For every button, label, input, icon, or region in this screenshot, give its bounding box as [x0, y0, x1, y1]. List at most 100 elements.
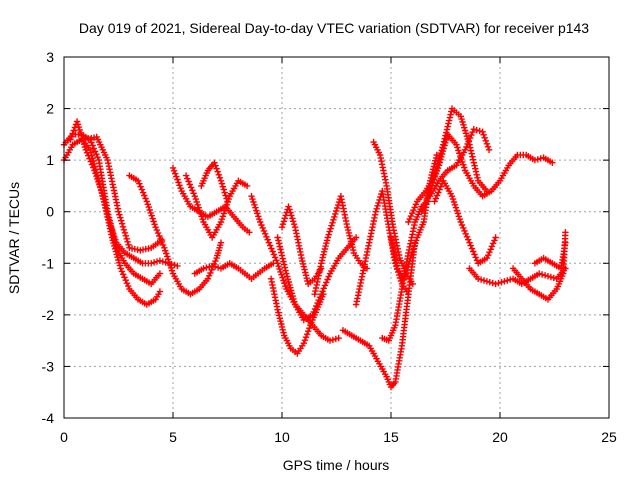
data-point-track-23-3: [459, 221, 462, 223]
data-point-track-2-10: [150, 283, 152, 285]
data-point-track-1-13: [176, 265, 179, 267]
data-point-track-10-10: [337, 337, 340, 339]
data-point-track-21-14: [542, 156, 545, 159]
data-point-track-24-9: [547, 275, 549, 277]
data-point-track-5-5: [172, 272, 174, 275]
y-tick-label-0: -4: [42, 410, 55, 426]
series-track-8: [191, 260, 277, 282]
data-point-track-23-0: [433, 200, 436, 203]
data-point-track-12-8: [346, 247, 349, 249]
data-point-track-25-2: [529, 288, 532, 290]
data-point-track-17-4: [398, 257, 401, 259]
data-point-track-21-7: [481, 195, 484, 198]
data-point-track-11-0: [270, 277, 272, 280]
data-point-track-20-5: [451, 107, 453, 110]
data-point-track-26-2: [551, 262, 554, 265]
axis-ticks: 0 5 10 15 20 25 -4 -3 -2 -1 0 1 2 3: [42, 49, 617, 445]
data-point-track-15-4: [377, 360, 379, 363]
data-point-track-13-3: [300, 257, 303, 259]
series-track-14: [311, 193, 371, 298]
data-point-track-26-0: [534, 262, 536, 265]
data-point-track-9-4: [226, 200, 229, 203]
data-point-track-9-1: [207, 169, 209, 172]
data-point-track-16-2: [368, 241, 371, 244]
data-point-track-7-0: [185, 174, 187, 177]
data-point-track-21-12: [525, 154, 527, 156]
data-point-track-8-0: [194, 272, 196, 275]
data-point-track-24-1: [477, 277, 480, 280]
data-markers-track-9: [198, 159, 231, 205]
data-point-track-16-8: [407, 293, 410, 296]
data-point-track-3-7: [128, 288, 131, 290]
data-point-track-8-2: [211, 265, 214, 267]
data-markers-track-13: [278, 203, 325, 288]
series-track-26: [531, 239, 569, 272]
data-point-track-14-7: [359, 262, 362, 265]
data-point-track-12-1: [285, 272, 288, 275]
data-point-track-5-0: [128, 174, 131, 177]
data-point-track-11-3: [289, 347, 292, 350]
x-tick-label-5: 25: [601, 429, 617, 445]
data-point-track-9-0: [200, 185, 203, 187]
data-markers-track-20: [405, 105, 491, 226]
data-point-track-7-4: [220, 221, 222, 223]
data-point-track-16-4: [381, 190, 384, 192]
data-point-track-5-6: [180, 288, 183, 290]
y-tick-label-3: -1: [42, 255, 55, 271]
data-point-track-2-8: [132, 272, 135, 275]
data-point-track-13-1: [287, 205, 290, 208]
data-point-track-26-3: [560, 267, 562, 270]
data-point-track-10-1: [259, 221, 262, 223]
y-tick-label-5: 1: [46, 152, 54, 168]
data-point-track-6-4: [207, 216, 209, 218]
data-point-track-15-7: [394, 381, 397, 383]
data-point-track-21-6: [473, 185, 475, 187]
series-track-19: [387, 151, 440, 282]
data-point-track-23-6: [486, 257, 488, 259]
data-point-track-2-9: [141, 277, 144, 280]
series-track-24: [466, 265, 569, 288]
data-point-track-15-3: [368, 345, 371, 347]
data-point-track-22-7: [488, 149, 490, 151]
data-point-track-14-2: [326, 236, 329, 239]
data-point-track-11-1: [276, 308, 279, 311]
series-track-12: [274, 234, 360, 324]
data-point-track-14-4: [340, 195, 342, 198]
data-point-track-17-0: [372, 141, 375, 143]
data-point-track-25-5: [555, 288, 558, 290]
data-point-track-1-10: [150, 262, 152, 265]
series-track-23: [431, 177, 499, 267]
data-point-track-15-1: [350, 334, 353, 337]
data-point-track-5-8: [198, 288, 200, 290]
data-point-track-3-6: [119, 267, 122, 270]
chart-title: Day 019 of 2021, Sidereal Day-to-day VTE…: [79, 20, 589, 36]
series-track-4: [82, 133, 166, 254]
data-point-track-17-2: [385, 185, 388, 187]
data-point-track-17-6: [412, 283, 414, 285]
data-point-track-21-9: [499, 179, 501, 182]
data-point-track-2-7: [124, 262, 126, 265]
data-point-track-10-9: [329, 339, 331, 342]
data-point-track-5-4: [163, 247, 166, 249]
x-tick-label-2: 10: [274, 429, 290, 445]
data-point-track-11-4: [296, 352, 299, 355]
series-track-3: [67, 118, 164, 308]
data-points: [60, 105, 569, 391]
data-point-track-19-5: [422, 221, 425, 223]
data-point-track-22-5: [473, 128, 475, 130]
data-point-track-8-5: [237, 267, 240, 270]
data-point-track-1-7: [124, 252, 126, 254]
data-point-track-6-7: [233, 216, 235, 218]
data-point-track-3-2: [85, 149, 87, 151]
data-point-track-7-7: [246, 185, 248, 187]
data-point-track-21-0: [420, 210, 423, 213]
data-point-track-23-1: [442, 179, 445, 182]
data-point-track-24-11: [564, 267, 567, 270]
data-point-track-18-1: [388, 339, 390, 342]
data-point-track-21-15: [551, 161, 554, 164]
data-point-track-10-3: [276, 262, 279, 265]
data-point-track-11-6: [309, 324, 312, 326]
y-tick-label-2: -2: [42, 307, 55, 323]
